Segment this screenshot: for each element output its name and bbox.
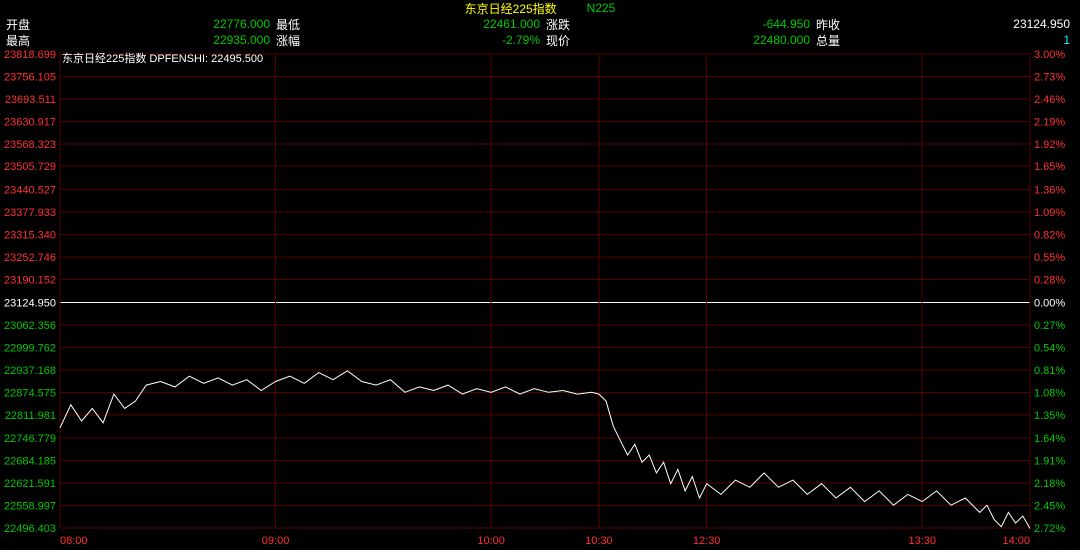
- svg-text:23693.511: 23693.511: [5, 94, 56, 106]
- stat-value: 22461.000: [310, 17, 540, 31]
- stat-label: 最低: [270, 16, 310, 33]
- svg-text:1.35%: 1.35%: [1034, 410, 1065, 422]
- svg-text:22811.981: 22811.981: [5, 410, 56, 422]
- svg-text:22746.779: 22746.779: [4, 433, 56, 445]
- svg-text:23440.527: 23440.527: [4, 185, 56, 197]
- svg-text:2.72%: 2.72%: [1034, 523, 1065, 535]
- svg-text:23630.917: 23630.917: [4, 116, 56, 128]
- stat-label: 涨幅: [270, 32, 310, 49]
- stat-value: 22935.000: [40, 33, 270, 47]
- stat-label: 开盘: [0, 16, 40, 33]
- stat-value: -644.950: [580, 17, 810, 31]
- svg-text:1.65%: 1.65%: [1034, 161, 1065, 173]
- stat-value: 22776.000: [40, 17, 270, 31]
- stat-label: 现价: [540, 32, 580, 49]
- svg-text:23062.356: 23062.356: [4, 320, 56, 332]
- stat-value: 1: [850, 33, 1070, 47]
- svg-text:0.00%: 0.00%: [1034, 298, 1065, 310]
- svg-text:22937.168: 22937.168: [4, 365, 56, 377]
- svg-text:0.54%: 0.54%: [1034, 343, 1065, 355]
- svg-text:22496.403: 22496.403: [4, 523, 56, 535]
- stat-value: 22480.000: [580, 33, 810, 47]
- svg-text:3.00%: 3.00%: [1034, 49, 1065, 61]
- svg-text:1.64%: 1.64%: [1034, 433, 1065, 445]
- svg-text:13:30: 13:30: [908, 535, 936, 547]
- stats-row-2: 最高22935.000涨幅-2.79%现价22480.000总量1: [0, 32, 1080, 48]
- svg-text:08:00: 08:00: [60, 535, 88, 547]
- svg-text:1.91%: 1.91%: [1034, 456, 1065, 468]
- svg-text:09:00: 09:00: [262, 535, 290, 547]
- svg-text:23124.950: 23124.950: [4, 298, 56, 310]
- svg-text:22684.185: 22684.185: [4, 456, 56, 468]
- chart-title: 东京日经225指数: [465, 0, 557, 17]
- svg-text:22621.591: 22621.591: [4, 478, 56, 490]
- chart-tooltip: 东京日经225指数 DPFENSHI: 22495.500: [62, 50, 263, 66]
- svg-text:12:30: 12:30: [693, 535, 721, 547]
- svg-text:23568.323: 23568.323: [4, 139, 56, 151]
- svg-text:0.81%: 0.81%: [1034, 365, 1065, 377]
- svg-text:23377.933: 23377.933: [4, 207, 56, 219]
- svg-text:23252.746: 23252.746: [4, 252, 56, 264]
- chart-area[interactable]: 东京日经225指数 DPFENSHI: 22495.500 23818.699 3…: [0, 48, 1080, 548]
- svg-text:10:30: 10:30: [585, 535, 613, 547]
- svg-text:22999.762: 22999.762: [4, 343, 56, 355]
- svg-text:2.46%: 2.46%: [1034, 94, 1065, 106]
- stats-row-1: 开盘22776.000最低22461.000涨跌-644.950昨收23124.…: [0, 16, 1080, 32]
- svg-text:22558.997: 22558.997: [4, 501, 56, 513]
- svg-text:2.45%: 2.45%: [1034, 501, 1065, 513]
- svg-text:1.36%: 1.36%: [1034, 185, 1065, 197]
- svg-text:23190.152: 23190.152: [4, 274, 56, 286]
- svg-text:0.27%: 0.27%: [1034, 320, 1065, 332]
- stats-panel: 开盘22776.000最低22461.000涨跌-644.950昨收23124.…: [0, 16, 1080, 48]
- chart-symbol: N225: [587, 1, 616, 15]
- stat-label: 最高: [0, 32, 40, 49]
- svg-text:2.73%: 2.73%: [1034, 71, 1065, 83]
- chart-canvas: 23818.699 3.00% 23756.105 2.73% 23693.511 2.4…: [0, 48, 1080, 548]
- chart-header: 东京日经225指数 N225: [0, 0, 1080, 16]
- svg-text:23315.340: 23315.340: [4, 229, 56, 241]
- svg-text:2.18%: 2.18%: [1034, 478, 1065, 490]
- svg-text:0.55%: 0.55%: [1034, 252, 1065, 264]
- stat-label: 涨跌: [540, 16, 580, 33]
- svg-text:1.08%: 1.08%: [1034, 387, 1065, 399]
- svg-text:23756.105: 23756.105: [4, 71, 56, 83]
- svg-text:23818.699: 23818.699: [4, 49, 56, 61]
- svg-text:14:00: 14:00: [1002, 535, 1030, 547]
- svg-text:0.28%: 0.28%: [1034, 274, 1065, 286]
- svg-text:2.19%: 2.19%: [1034, 116, 1065, 128]
- svg-text:1.09%: 1.09%: [1034, 207, 1065, 219]
- stat-value: 23124.950: [850, 17, 1070, 31]
- stat-label: 总量: [810, 32, 850, 49]
- svg-text:23505.729: 23505.729: [4, 161, 56, 173]
- stat-label: 昨收: [810, 16, 850, 33]
- svg-text:1.92%: 1.92%: [1034, 139, 1065, 151]
- svg-text:0.82%: 0.82%: [1034, 229, 1065, 241]
- stat-value: -2.79%: [310, 33, 540, 47]
- svg-text:22874.575: 22874.575: [4, 387, 56, 399]
- svg-text:10:00: 10:00: [477, 535, 505, 547]
